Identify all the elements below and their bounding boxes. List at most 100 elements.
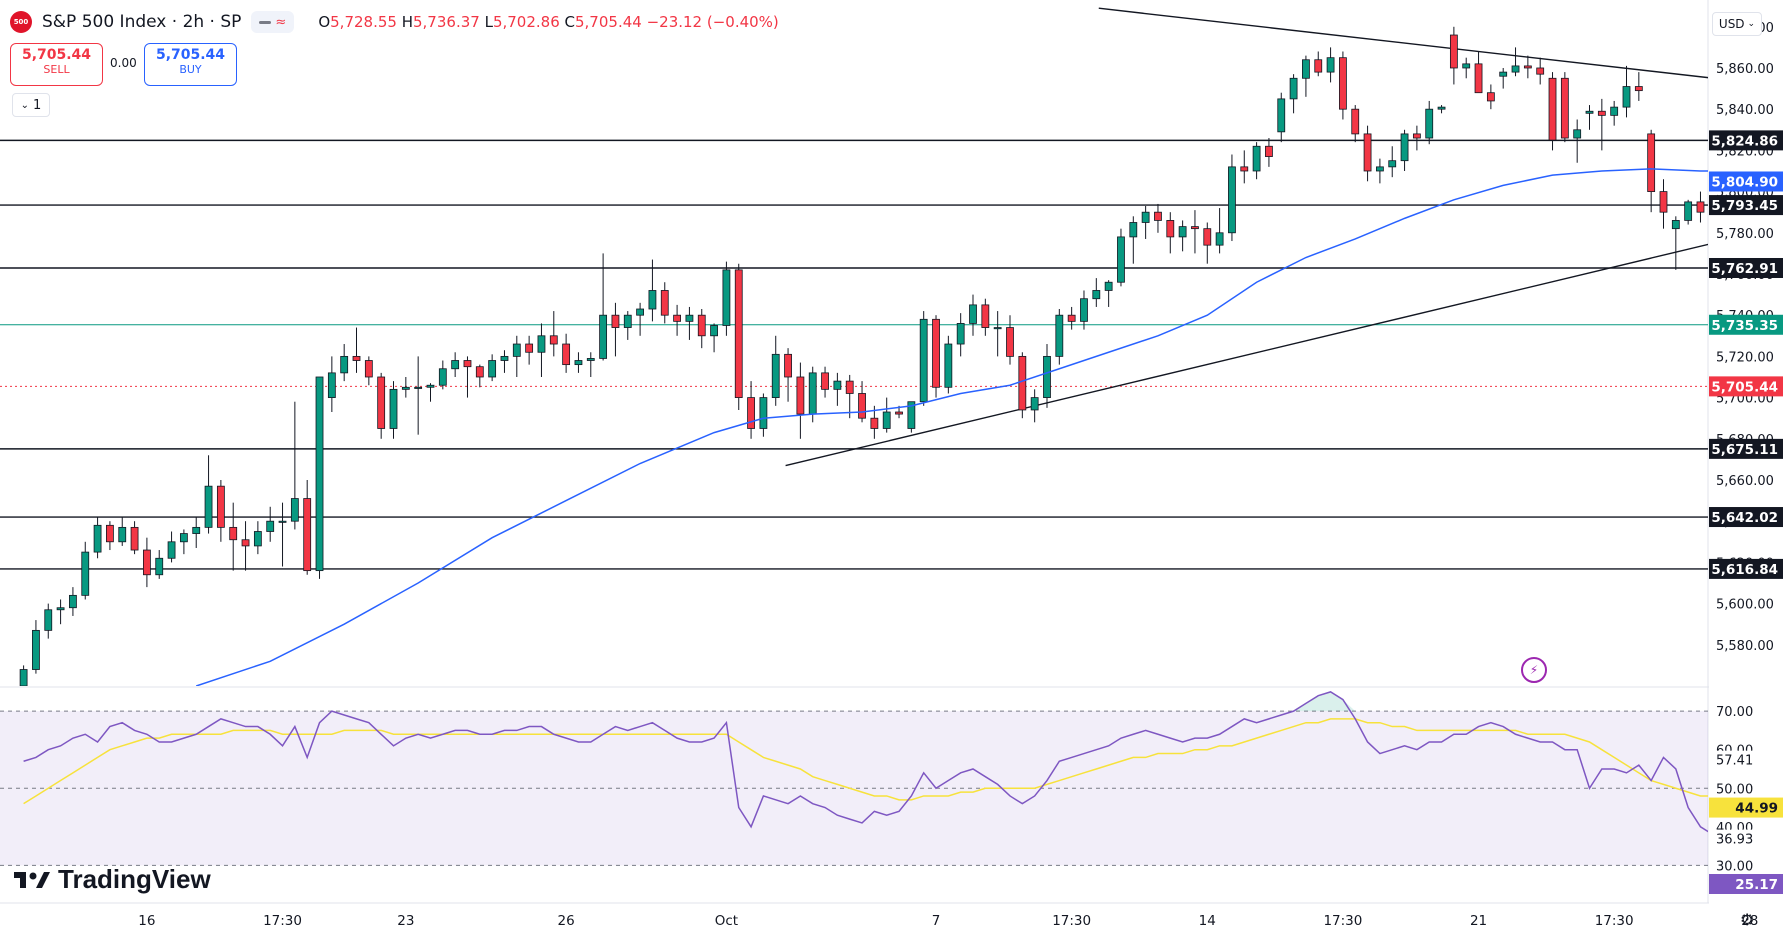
candle [438, 360, 447, 390]
candle [1536, 57, 1545, 85]
candle [204, 455, 213, 534]
candle-body [500, 355, 509, 361]
candle-body [192, 526, 201, 534]
candle [1154, 203, 1162, 233]
candle [1659, 179, 1668, 229]
candle-body [1474, 63, 1483, 94]
candle-body [697, 314, 706, 337]
candle-body [1351, 108, 1360, 135]
candle [106, 521, 114, 551]
candle [56, 599, 65, 625]
time-tick-label: 17:30 [1052, 913, 1091, 929]
lightning-icon[interactable]: ⚡ [1521, 657, 1547, 683]
candle-body [549, 335, 558, 345]
candle [1573, 119, 1582, 163]
candle-body [1326, 57, 1335, 73]
candle [710, 323, 718, 353]
candle [858, 381, 866, 423]
rsi-ma-tag-bg [1709, 797, 1783, 818]
close-value: 5,705.44 [575, 13, 642, 31]
candle [1018, 352, 1027, 419]
candle-body [1141, 211, 1150, 223]
candle-body [870, 417, 879, 429]
time-tick-label: 23 [397, 913, 414, 929]
candle [1647, 129, 1656, 213]
price-tick-label: 5,600.00 [1716, 598, 1774, 613]
symbol-title[interactable]: S&P 500 Index · 2h · SP [42, 12, 242, 32]
ohlc-readout: O5,728.55 H5,736.37 L5,702.86 C5,705.44 … [318, 13, 778, 31]
candle [833, 372, 842, 406]
candle [500, 350, 509, 373]
candle-body [340, 355, 349, 374]
level-price-tag-bg [1709, 438, 1783, 459]
candle-body [1055, 314, 1064, 357]
candle-body [315, 376, 324, 572]
candle-body [1339, 57, 1347, 110]
candle [1499, 67, 1508, 89]
candle-body [685, 314, 694, 322]
candle-body [796, 376, 805, 415]
candle-body [1659, 191, 1668, 213]
candle [525, 335, 534, 365]
candle-body [1277, 98, 1286, 133]
candle-body [1388, 160, 1397, 168]
candle-body [1597, 110, 1606, 116]
candle [1548, 72, 1557, 151]
candle [1080, 290, 1088, 330]
candle [956, 313, 965, 357]
rsi-line [23, 691, 1708, 833]
candle [463, 356, 472, 398]
candle-body [290, 498, 299, 522]
candle-body [1265, 145, 1273, 157]
sell-button[interactable]: 5,705.44 SELL [10, 43, 103, 86]
candle-body [1610, 106, 1619, 116]
candle-body [1437, 106, 1446, 110]
candle [81, 541, 90, 600]
candle-body [648, 290, 657, 310]
candle [1092, 278, 1101, 307]
indicator-toggle[interactable]: ≈ [251, 11, 295, 33]
candle-body [512, 343, 521, 357]
settings-gear-icon[interactable]: ⚙ [1740, 910, 1755, 929]
buy-button[interactable]: 5,705.44 BUY [144, 43, 237, 86]
candle-body [1191, 226, 1199, 230]
candle [1388, 146, 1397, 178]
price-tick-label: 5,660.00 [1716, 474, 1774, 489]
price-axis[interactable]: 5,580.005,600.005,620.005,640.005,660.00… [1709, 0, 1783, 932]
candle-body [833, 380, 842, 390]
rsi-marker-label: 36.93 [1716, 833, 1753, 848]
candle-body [130, 526, 139, 551]
candle [771, 335, 780, 406]
candle-body [69, 594, 77, 609]
candle [377, 372, 386, 439]
candle-body [414, 386, 423, 389]
candle-body [1252, 145, 1261, 172]
candle [130, 521, 139, 555]
interval-dropdown[interactable]: ⌄ 1 [12, 93, 50, 117]
candle-body [907, 401, 916, 429]
candle [1339, 51, 1347, 120]
candle-body [1548, 77, 1557, 141]
candle-body [1585, 110, 1594, 114]
candle [623, 311, 632, 340]
candle-body [1462, 63, 1471, 69]
candle-body [1363, 133, 1372, 172]
candle [845, 374, 854, 419]
candle [537, 323, 546, 377]
candle-body [266, 520, 275, 532]
candle-body [1154, 211, 1162, 221]
candle [1129, 216, 1138, 264]
interval-value: 1 [33, 97, 42, 113]
candle [1412, 125, 1421, 151]
rsi-tick-label: 50.00 [1716, 782, 1753, 797]
candle [488, 354, 497, 382]
rsi-ma-tag: 44.99 [1735, 801, 1778, 817]
currency-dropdown[interactable]: USD ⌄ [1712, 12, 1762, 36]
candle-body [1425, 108, 1434, 139]
candle-body [747, 397, 755, 429]
candle-body [475, 366, 484, 378]
candle [919, 311, 928, 406]
